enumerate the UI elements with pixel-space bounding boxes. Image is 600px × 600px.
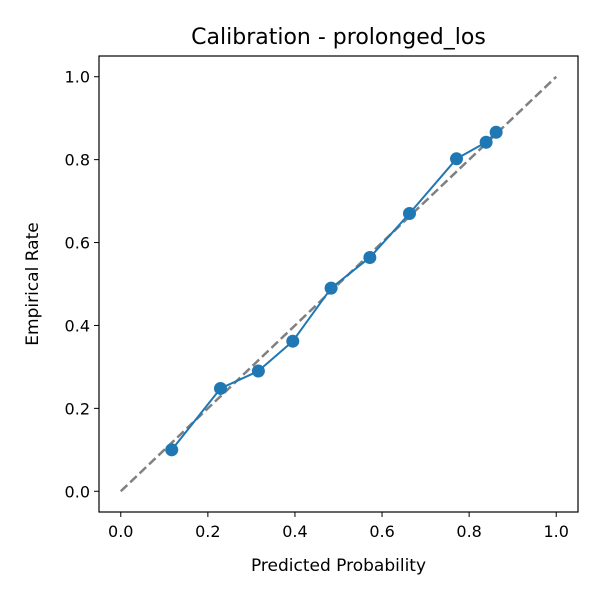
x-tick-label: 0.8 — [456, 522, 481, 541]
y-tick-label: 0.2 — [65, 399, 90, 418]
y-tick-label: 1.0 — [65, 68, 90, 87]
x-axis-ticks: 0.0 0.2 0.4 0.6 0.8 1.0 — [108, 512, 569, 541]
calibration-point — [450, 152, 464, 166]
calibration-point — [479, 135, 493, 149]
plot-frame — [98, 55, 579, 513]
y-tick-label: 0.8 — [65, 151, 90, 170]
x-tick-label: 0.4 — [282, 522, 307, 541]
calibration-point — [251, 364, 265, 378]
x-tick-label: 0.2 — [195, 522, 220, 541]
y-tick-label: 0.4 — [65, 316, 90, 335]
calibration-point — [324, 281, 338, 295]
calibration-point — [489, 125, 503, 139]
x-axis-label: Predicted Probability — [251, 556, 426, 576]
calibration-series-line — [170, 131, 497, 451]
calibration-point — [165, 443, 179, 457]
x-tick-label: 0.6 — [369, 522, 394, 541]
calibration-point — [213, 381, 227, 395]
x-tick-label: 1.0 — [544, 522, 569, 541]
x-tick-label: 0.0 — [108, 522, 133, 541]
y-axis-label: Empirical Rate — [23, 222, 43, 345]
calibration-point — [286, 334, 300, 348]
calibration-point — [363, 250, 377, 264]
chart-title: Calibration - prolonged_los — [191, 25, 486, 50]
y-axis-ticks: 0.0 0.2 0.4 0.6 0.8 1.0 — [65, 68, 99, 501]
y-tick-label: 0.0 — [65, 482, 90, 501]
calibration-point — [402, 207, 416, 221]
y-tick-label: 0.6 — [65, 234, 90, 253]
series-layer — [165, 125, 503, 457]
